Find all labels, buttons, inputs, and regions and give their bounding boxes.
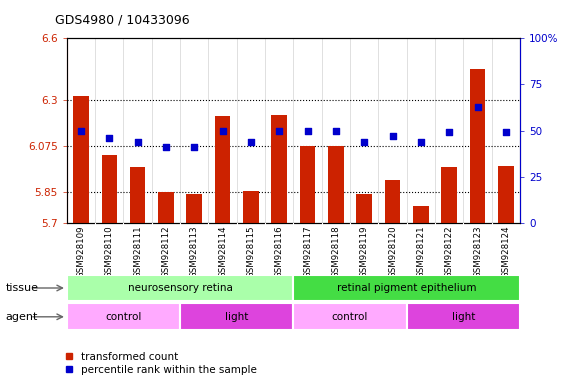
Bar [498,166,514,223]
Bar [158,192,174,223]
Text: GSM928112: GSM928112 [162,225,170,278]
Text: light: light [451,312,475,322]
Text: GSM928122: GSM928122 [444,225,454,278]
Text: GSM928113: GSM928113 [190,225,199,278]
Text: control: control [105,312,142,322]
Text: GSM928111: GSM928111 [133,225,142,278]
Text: GSM928124: GSM928124 [501,225,510,278]
Text: GSM928110: GSM928110 [105,225,114,278]
Bar [328,146,344,223]
Point [275,127,284,134]
Point [246,139,256,145]
Point [303,127,312,134]
Bar [442,167,457,223]
Bar [300,146,315,223]
Text: GSM928123: GSM928123 [473,225,482,278]
Point [218,127,227,134]
Bar [102,155,117,223]
Text: GSM928119: GSM928119 [360,225,369,278]
Text: GDS4980 / 10433096: GDS4980 / 10433096 [55,14,190,27]
Point [331,127,340,134]
Text: retinal pigment epithelium: retinal pigment epithelium [337,283,476,293]
Point [501,129,511,136]
Bar [130,167,145,223]
Text: tissue: tissue [6,283,39,293]
Text: GSM928114: GSM928114 [218,225,227,278]
Bar [469,69,485,223]
Text: agent: agent [6,312,38,322]
Bar [73,96,89,223]
Bar [293,275,520,301]
Text: neurosensory retina: neurosensory retina [128,283,232,293]
Point [105,135,114,141]
Text: GSM928115: GSM928115 [246,225,256,278]
Point [189,144,199,150]
Legend: transformed count, percentile rank within the sample: transformed count, percentile rank withi… [60,348,261,379]
Point [360,139,369,145]
Bar [356,194,372,223]
Bar [67,303,180,330]
Point [473,104,482,110]
Text: GSM928121: GSM928121 [417,225,425,278]
Bar [413,206,429,223]
Bar [67,275,293,301]
Bar [407,303,520,330]
Text: GSM928117: GSM928117 [303,225,312,278]
Point [133,139,142,145]
Text: light: light [225,312,249,322]
Text: GSM928118: GSM928118 [331,225,340,278]
Bar [187,194,202,223]
Point [444,129,454,136]
Bar [385,180,400,223]
Bar [293,303,407,330]
Text: GSM928109: GSM928109 [77,225,85,278]
Point [416,139,425,145]
Bar [215,116,231,223]
Point [76,127,85,134]
Text: GSM928116: GSM928116 [275,225,284,278]
Bar [271,115,287,223]
Point [388,133,397,139]
Bar [180,303,293,330]
Bar [243,191,259,223]
Text: control: control [332,312,368,322]
Point [162,144,171,150]
Text: GSM928120: GSM928120 [388,225,397,278]
